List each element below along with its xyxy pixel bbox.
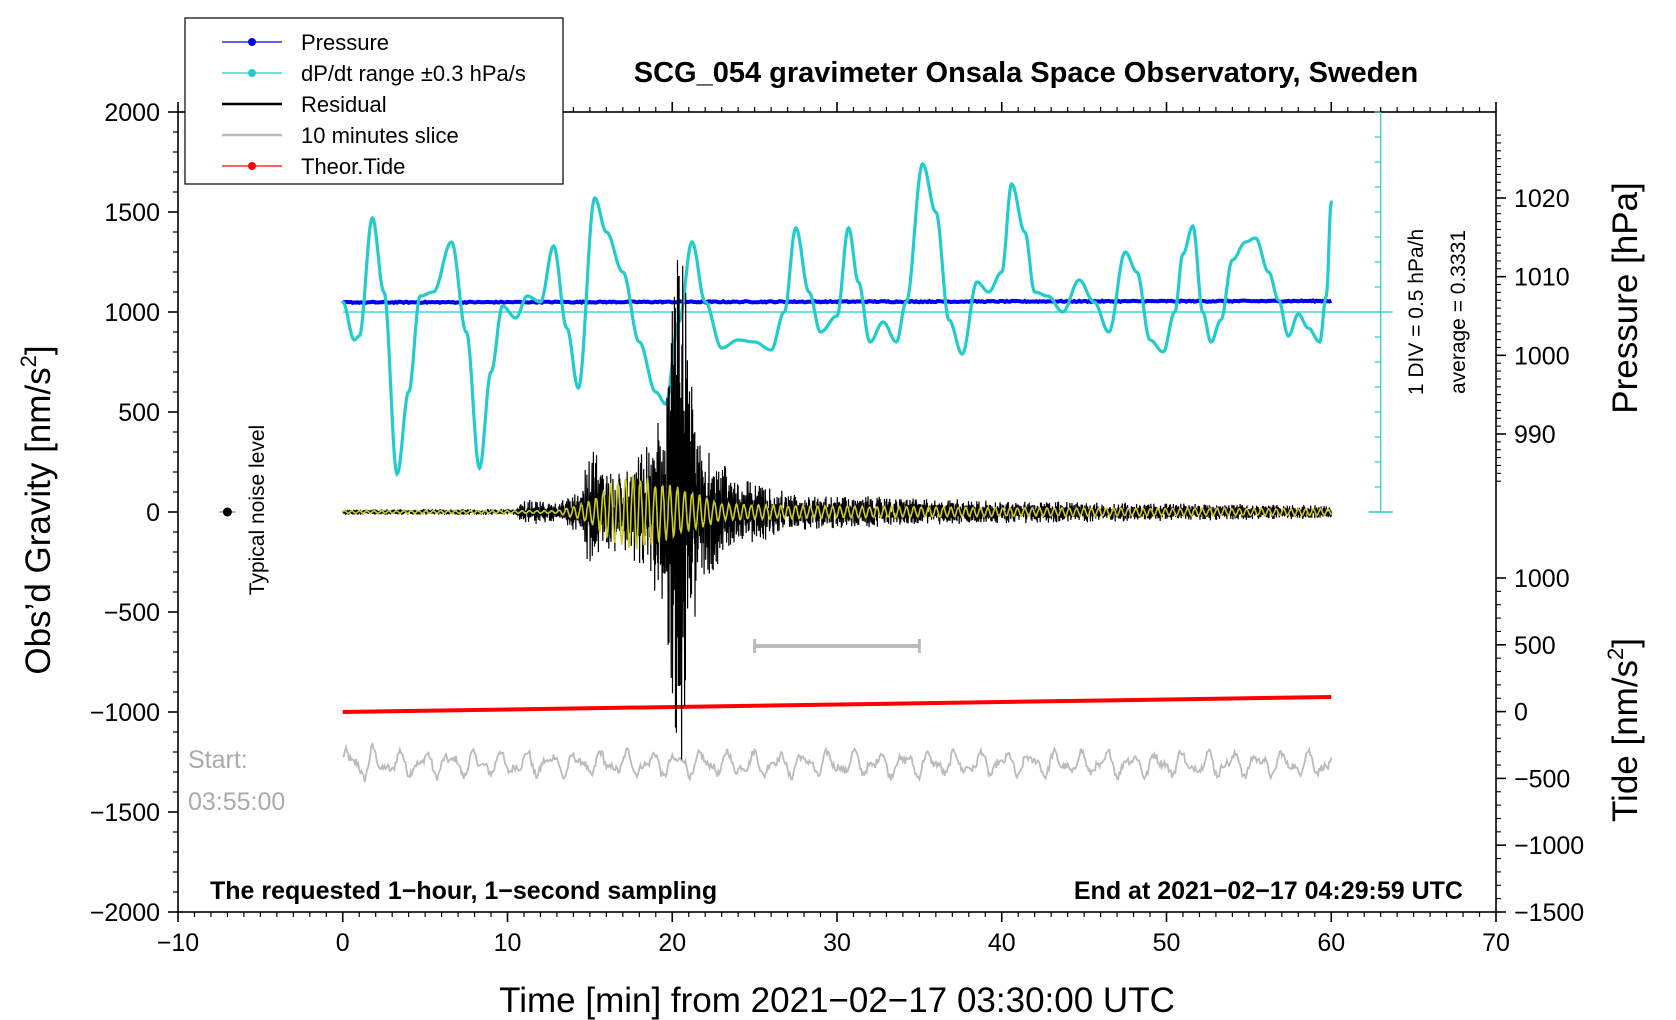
svg-text:Tide [nm/s2]: Tide [nm/s2]: [1603, 638, 1645, 822]
dpdt-series: [341, 162, 1333, 478]
legend-label: Theor.Tide: [301, 154, 405, 179]
x-tick-label: 40: [988, 929, 1016, 957]
y-tick-label: 1000: [104, 299, 160, 327]
y-axis-label-text: Obs’d Gravity [nm/s: [19, 367, 58, 674]
y-tick-label: −1000: [90, 699, 160, 727]
x-tick-label: 70: [1482, 929, 1510, 957]
tide-tick-label: −1000: [1514, 832, 1584, 860]
y-tick-label: 1500: [104, 199, 160, 227]
tide-tick-label: 500: [1514, 632, 1556, 660]
tide-tick-label: 1000: [1514, 565, 1570, 593]
legend-marker: [248, 162, 256, 170]
y-axis-ticks: −2000 −1500 −1000 −500 0 500 1000 1500 2000: [90, 99, 178, 927]
y-tick-label: 2000: [104, 99, 160, 127]
background-layer: [219, 111, 1393, 653]
noise-level-point: [222, 507, 232, 517]
y-axis-label-close: ]: [19, 345, 58, 355]
pressure-tick-label: 990: [1514, 421, 1556, 449]
legend-label: Pressure: [301, 30, 389, 55]
legend-marker: [248, 69, 256, 77]
tide-axis-label-close: ]: [1606, 638, 1645, 648]
y-tick-label: 0: [146, 499, 160, 527]
tide-tick-label: 0: [1514, 699, 1528, 727]
tide-tick-label: −1500: [1514, 899, 1584, 927]
x-tick-label: 30: [823, 929, 851, 957]
x-tick-label: 10: [494, 929, 522, 957]
ten-minute-slice-series: [342, 741, 1333, 783]
tide-axis-ticks: −1500 −1000 −500 0 500 1000: [1496, 565, 1584, 927]
x-axis-ticks: −10 0 10 20 30 40 50 60 70: [157, 102, 1510, 957]
legend-label: 10 minutes slice: [301, 123, 459, 148]
start-label: Start:: [188, 746, 248, 774]
pressure-tick-label: 1020: [1514, 185, 1570, 213]
y-axis-label-superscript: 2: [16, 355, 41, 367]
pressure-series: [342, 298, 1333, 306]
pressure-tick-label: 1000: [1514, 342, 1570, 370]
x-tick-label: 0: [336, 929, 350, 957]
legend-marker: [248, 38, 256, 46]
legend-box: [184, 17, 564, 185]
pressure-tick-label: 1010: [1514, 264, 1570, 292]
x-axis-label: Time [min] from 2021−02−17 03:30:00 UTC: [499, 981, 1175, 1020]
footer-left: The requested 1−hour, 1−second sampling: [210, 877, 717, 905]
y-tick-label: −500: [104, 599, 160, 627]
start-time-label: 03:55:00: [188, 788, 285, 816]
pressure-axis-ticks: 990 1000 1010 1020: [1496, 134, 1570, 482]
pressure-axis-label: Pressure [hPa]: [1606, 182, 1645, 414]
tide-tick-label: −500: [1514, 765, 1570, 793]
x-tick-label: 50: [1153, 929, 1181, 957]
filtered-series: [342, 475, 1332, 550]
scale-bar-average: average = 0.3331: [1447, 230, 1470, 394]
svg-text:Obs’d Gravity [nm/s2]: Obs’d Gravity [nm/s2]: [16, 345, 58, 674]
tide-axis-label: Tide [nm/s2]: [1603, 638, 1645, 822]
x-tick-label: 60: [1317, 929, 1345, 957]
y-tick-label: 500: [118, 399, 160, 427]
y-axis-label: Obs’d Gravity [nm/s2]: [16, 345, 58, 674]
x-tick-label: 20: [658, 929, 686, 957]
series-layer: [341, 162, 1333, 783]
legend-label: Residual: [301, 92, 387, 117]
chart-title: SCG_054 gravimeter Onsala Space Observat…: [634, 57, 1418, 89]
residual-series: [342, 259, 1332, 760]
scale-bar-label: 1 DIV = 0.5 hPa/h: [1405, 229, 1428, 395]
tide-axis-label-superscript: 2: [1603, 648, 1628, 660]
legend: Pressure dP/dt range ±0.3 hPa/s Residual 10…: [184, 17, 564, 185]
noise-level-label: Typical noise level: [246, 425, 269, 595]
legend-entries: Pressure dP/dt range ±0.3 hPa/s Residual 10…: [222, 30, 526, 179]
theoretical-tide-series: [342, 695, 1332, 714]
x-tick-label: −10: [157, 929, 199, 957]
footer-right: End at 2021−02−17 04:29:59 UTC: [1074, 877, 1463, 905]
y-tick-label: −1500: [90, 799, 160, 827]
tide-axis-label-text: Tide [nm/s: [1606, 660, 1645, 822]
legend-label: dP/dt range ±0.3 hPa/s: [301, 61, 526, 86]
y-tick-label: −2000: [90, 899, 160, 927]
